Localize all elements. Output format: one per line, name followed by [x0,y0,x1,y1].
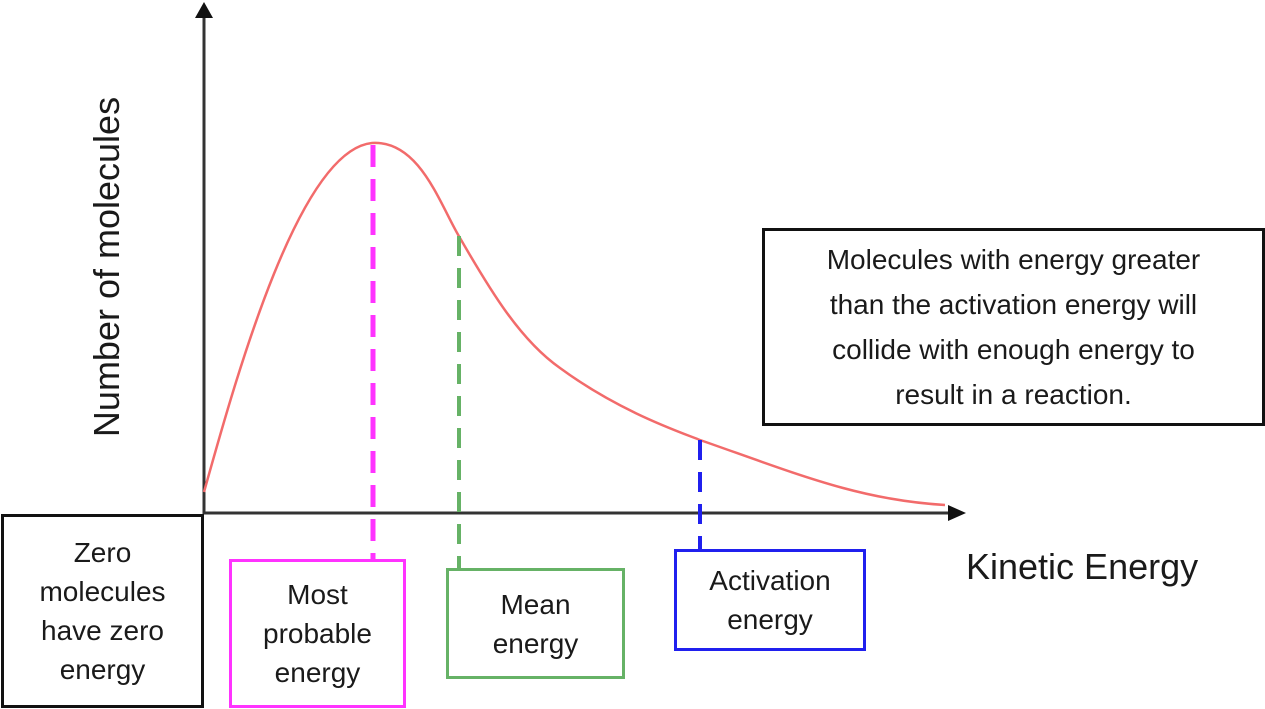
zero-energy-box: Zero molecules have zero energy [1,514,204,708]
x-axis-label: Kinetic Energy [966,546,1199,587]
y-axis-arrowhead [195,2,213,18]
mean-energy-box: Mean energy [446,568,625,679]
most-probable-energy-box: Most probable energy [229,559,406,708]
y-axis [195,2,213,514]
activation-info-box: Molecules with energy greater than the a… [762,228,1265,426]
activation-energy-box: Activation energy [674,549,866,651]
y-axis-label: Number of molecules [86,96,127,438]
distribution-curve [202,141,946,507]
x-axis [204,505,966,521]
x-axis-arrowhead [948,505,966,521]
